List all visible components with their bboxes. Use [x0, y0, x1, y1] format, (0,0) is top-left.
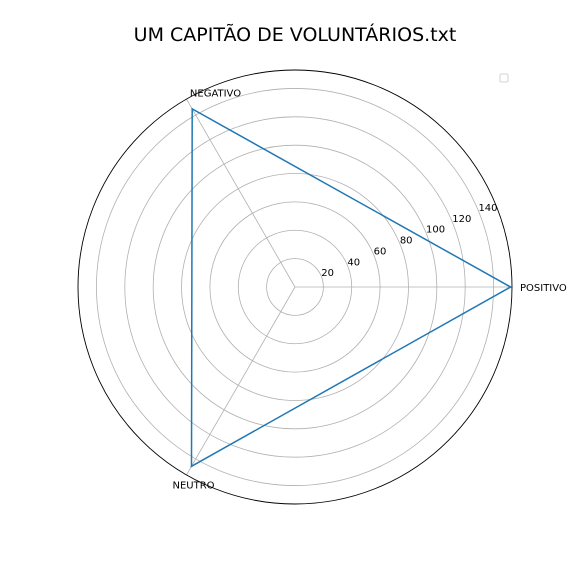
category-label-neutro: NEUTRO — [172, 481, 214, 492]
radial-tick-label: 60 — [374, 246, 387, 257]
data-point-neutro — [190, 465, 193, 468]
legend-box — [499, 73, 509, 83]
spoke-line — [186, 98, 296, 288]
spoke-line — [186, 286, 296, 476]
radial-tick-label: 80 — [400, 236, 413, 247]
radar-series — [190, 107, 513, 468]
category-label-negativo: NEGATIVO — [190, 88, 241, 99]
radial-tick-label: 120 — [452, 214, 471, 225]
radial-tick-label: 100 — [426, 225, 445, 236]
data-point-negativo — [191, 108, 193, 110]
radar-grid — [96, 88, 512, 486]
radial-tick-label: 40 — [347, 257, 360, 268]
data-point-positivo — [509, 286, 512, 288]
radial-tick-label: 20 — [321, 268, 334, 279]
radial-tick-label: 140 — [478, 203, 497, 214]
radar-labels: 20 40 60 80 100 120 140 POSITIVO NEGATIVO NEUTRO — [172, 88, 566, 491]
chart-title: UM CAPITÃO DE VOLUNTÁRIOS.txt — [134, 23, 457, 46]
category-label-positivo: POSITIVO — [520, 283, 567, 294]
series-line — [190, 107, 513, 468]
